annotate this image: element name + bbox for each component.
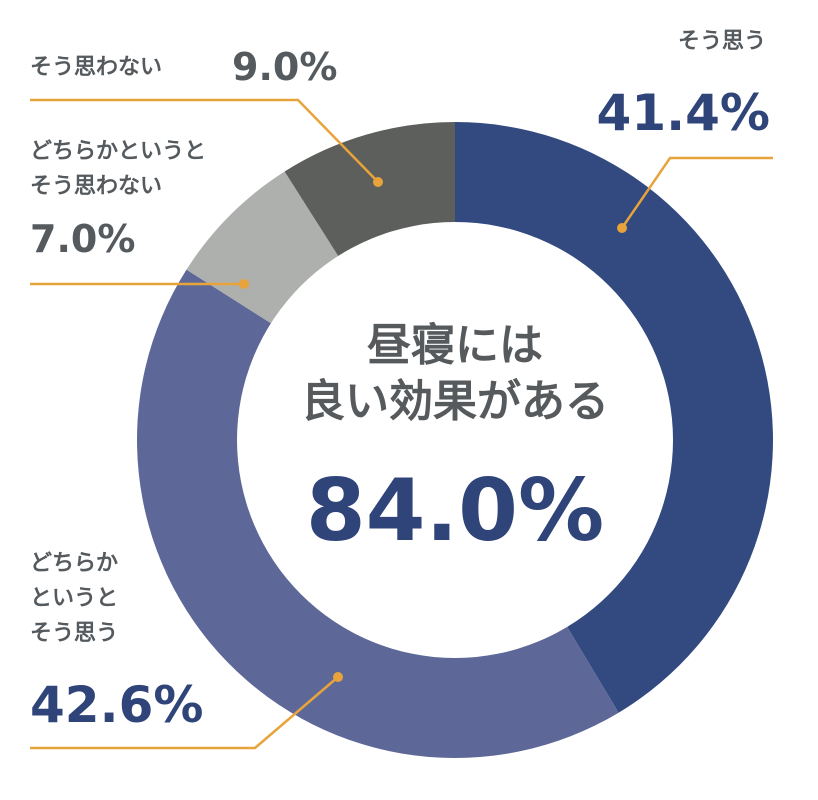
- leader-dot-slice-1: [333, 672, 343, 682]
- slice-3-label-line-0: そう思わない: [30, 55, 162, 80]
- slice-1-label-line-2: そう思う: [30, 621, 118, 646]
- center-total-value: 84.0%: [306, 461, 604, 561]
- slice-2-label-line-0: どちらかというと: [30, 139, 206, 164]
- slice-1-label-line-1: というと: [30, 586, 118, 611]
- slice-0-value: 41.4%: [597, 84, 770, 142]
- center-title-line2: 良い効果がある: [301, 376, 609, 427]
- leader-line-slice-3: [30, 98, 379, 183]
- slice-2-label-line-1: そう思わない: [30, 174, 162, 199]
- slice-3-value: 9.0%: [232, 45, 337, 89]
- leader-dots: [239, 177, 627, 682]
- leader-dot-slice-0: [617, 223, 627, 233]
- slice-1-label-line-0: どちらか: [30, 551, 118, 576]
- slice-1-value: 42.6%: [30, 676, 203, 734]
- slice-2-value: 7.0%: [30, 217, 135, 261]
- slice-0-label-line-0: そう思う: [678, 29, 766, 54]
- leader-dot-slice-2: [239, 279, 249, 289]
- leader-line-slice-0: [620, 156, 773, 229]
- center-title-line1: 昼寝には: [367, 320, 543, 371]
- leader-dot-slice-3: [373, 177, 383, 187]
- donut-hole: [237, 222, 673, 658]
- leader-line-slice-1: [30, 676, 339, 750]
- leader-lines: [30, 98, 773, 750]
